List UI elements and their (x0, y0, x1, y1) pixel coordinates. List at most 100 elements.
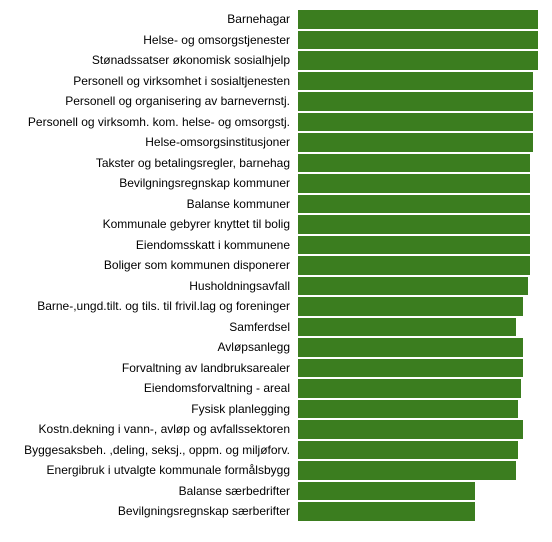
chart-row: Personell og virksomhet i sosialtjeneste… (12, 72, 540, 91)
bar (298, 195, 530, 214)
bar-label: Energibruk i utvalgte kommunale formålsb… (12, 463, 298, 477)
bar-track (298, 400, 540, 419)
chart-row: Samferdsel (12, 318, 540, 337)
bar-track (298, 359, 540, 378)
bar (298, 10, 538, 29)
chart-row: Bevilgningsregnskap særberifter (12, 502, 540, 521)
bar (298, 461, 516, 480)
bar-track (298, 154, 540, 173)
bar-track (298, 379, 540, 398)
bar-track (298, 31, 540, 50)
chart-row: Energibruk i utvalgte kommunale formålsb… (12, 461, 540, 480)
bar-label: Eiendomsforvaltning - areal (12, 381, 298, 395)
bar (298, 236, 530, 255)
bar-label: Kostn.dekning i vann-, avløp og avfallss… (12, 422, 298, 436)
chart-row: Helse- og omsorgstjenester (12, 31, 540, 50)
bar-track (298, 441, 540, 460)
chart-row: Eiendomsskatt i kommunene (12, 236, 540, 255)
bar-track (298, 133, 540, 152)
bar-label: Kommunale gebyrer knyttet til bolig (12, 217, 298, 231)
bar-label: Bevilgningsregnskap kommuner (12, 176, 298, 190)
bar (298, 502, 475, 521)
bar (298, 31, 538, 50)
bar (298, 400, 518, 419)
bar-label: Personell og virksomhet i sosialtjeneste… (12, 74, 298, 88)
bar-label: Personell og virksomh. kom. helse- og om… (12, 115, 298, 129)
bar-label: Takster og betalingsregler, barnehag (12, 156, 298, 170)
chart-row: Barnehagar (12, 10, 540, 29)
bar-track (298, 277, 540, 296)
chart-row: Eiendomsforvaltning - areal (12, 379, 540, 398)
bar (298, 277, 528, 296)
bar-label: Forvaltning av landbruksarealer (12, 361, 298, 375)
bar-track (298, 420, 540, 439)
chart-row: Husholdningsavfall (12, 277, 540, 296)
bar-label: Bevilgningsregnskap særberifter (12, 504, 298, 518)
bar-label: Balanse særbedrifter (12, 484, 298, 498)
bar-track (298, 72, 540, 91)
bar-track (298, 10, 540, 29)
chart-row: Stønadssatser økonomisk sosialhjelp (12, 51, 540, 70)
bar-label: Avløpsanlegg (12, 340, 298, 354)
bar-label: Samferdsel (12, 320, 298, 334)
bar (298, 338, 523, 357)
chart-row: Personell og virksomh. kom. helse- og om… (12, 113, 540, 132)
bar (298, 420, 523, 439)
bar (298, 215, 530, 234)
chart-row: Personell og organisering av barnevernst… (12, 92, 540, 111)
bar-track (298, 215, 540, 234)
bar-track (298, 318, 540, 337)
bar (298, 72, 533, 91)
bar-label: Barne-,ungd.tilt. og tils. til frivil.la… (12, 299, 298, 313)
bar (298, 133, 533, 152)
bar-label: Personell og organisering av barnevernst… (12, 94, 298, 108)
chart-row: Takster og betalingsregler, barnehag (12, 154, 540, 173)
chart-row: Balanse særbedrifter (12, 482, 540, 501)
bar-label: Fysisk planlegging (12, 402, 298, 416)
bar (298, 113, 533, 132)
bar (298, 51, 538, 70)
chart-area: Barnehagar Helse- og omsorgstjenester Støn… (12, 10, 540, 521)
bar-label: Stønadssatser økonomisk sosialhjelp (12, 53, 298, 67)
bar (298, 297, 523, 316)
bar (298, 359, 523, 378)
bar-label: Barnehagar (12, 12, 298, 26)
bar-track (298, 92, 540, 111)
bar (298, 482, 475, 501)
chart-row: Bevilgningsregnskap kommuner (12, 174, 540, 193)
bar-label: Balanse kommuner (12, 197, 298, 211)
bar (298, 154, 530, 173)
chart-row: Balanse kommuner (12, 195, 540, 214)
bar (298, 174, 530, 193)
chart-row: Kommunale gebyrer knyttet til bolig (12, 215, 540, 234)
bar-track (298, 236, 540, 255)
bar-track (298, 482, 540, 501)
chart-row: Barne-,ungd.tilt. og tils. til frivil.la… (12, 297, 540, 316)
bar-label: Eiendomsskatt i kommunene (12, 238, 298, 252)
chart-row: Kostn.dekning i vann-, avløp og avfallss… (12, 420, 540, 439)
bar-track (298, 51, 540, 70)
chart-row: Forvaltning av landbruksarealer (12, 359, 540, 378)
bar (298, 256, 530, 275)
chart-container: Barnehagar Helse- og omsorgstjenester Støn… (0, 0, 552, 542)
chart-row: Boliger som kommunen disponerer (12, 256, 540, 275)
chart-row: Avløpsanlegg (12, 338, 540, 357)
chart-row: Helse-omsorgsinstitusjoner (12, 133, 540, 152)
bar-label: Boliger som kommunen disponerer (12, 258, 298, 272)
bar (298, 379, 521, 398)
bar-track (298, 256, 540, 275)
chart-row: Fysisk planlegging (12, 400, 540, 419)
bar (298, 318, 516, 337)
bar-track (298, 297, 540, 316)
bar-track (298, 502, 540, 521)
bar (298, 92, 533, 111)
bar-track (298, 461, 540, 480)
bar-label: Husholdningsavfall (12, 279, 298, 293)
bar-track (298, 174, 540, 193)
bar-track (298, 113, 540, 132)
chart-row: Byggesaksbeh. ,deling, seksj., oppm. og … (12, 441, 540, 460)
bar-label: Helse-omsorgsinstitusjoner (12, 135, 298, 149)
bar-track (298, 338, 540, 357)
bar (298, 441, 518, 460)
bar-label: Byggesaksbeh. ,deling, seksj., oppm. og … (12, 443, 298, 457)
